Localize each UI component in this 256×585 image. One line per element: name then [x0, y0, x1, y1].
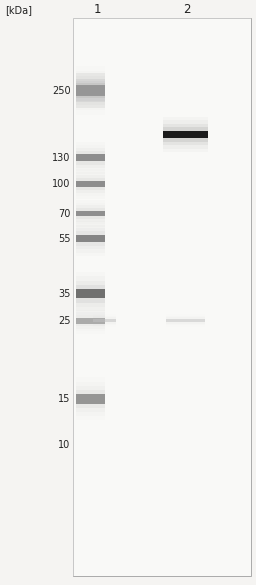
Bar [76, 84, 105, 98]
Bar [93, 316, 116, 325]
Bar [93, 314, 116, 327]
Bar [166, 314, 205, 327]
Bar [76, 232, 105, 246]
Bar [163, 130, 208, 138]
Bar [76, 381, 105, 417]
Text: 2: 2 [183, 4, 191, 16]
Bar [76, 394, 105, 404]
Bar [76, 178, 105, 190]
Text: [kDa]: [kDa] [5, 5, 32, 15]
Bar [163, 117, 208, 152]
Bar [93, 317, 116, 324]
Bar [73, 18, 251, 576]
Bar [76, 221, 105, 256]
Bar [76, 81, 105, 101]
Bar [166, 316, 205, 325]
Bar [76, 85, 105, 96]
Bar [163, 124, 208, 145]
Bar [76, 170, 105, 199]
Bar [76, 76, 105, 105]
Bar [93, 319, 116, 322]
Bar [166, 317, 205, 324]
Bar [76, 67, 105, 115]
Bar [76, 281, 105, 307]
Bar [76, 228, 105, 249]
Bar [76, 202, 105, 224]
Text: 10: 10 [58, 439, 70, 450]
Bar [76, 225, 105, 253]
Bar [76, 377, 105, 421]
Bar [76, 307, 105, 334]
Bar [76, 289, 105, 298]
Bar [76, 386, 105, 412]
Bar [76, 148, 105, 168]
Text: 15: 15 [58, 394, 70, 404]
Text: 70: 70 [58, 208, 70, 219]
Bar [76, 154, 105, 161]
Bar [76, 310, 105, 331]
Bar [76, 173, 105, 196]
Bar [76, 276, 105, 311]
Text: 35: 35 [58, 288, 70, 299]
Text: 100: 100 [52, 179, 70, 190]
Bar [76, 71, 105, 110]
Bar [76, 315, 105, 326]
Text: 130: 130 [52, 153, 70, 163]
Bar [76, 318, 105, 324]
Text: 25: 25 [58, 315, 70, 326]
Bar [163, 128, 208, 142]
Bar [76, 200, 105, 227]
Bar [76, 205, 105, 222]
Bar [76, 86, 105, 95]
Bar [76, 79, 105, 102]
Bar [76, 312, 105, 329]
Bar [163, 121, 208, 149]
Bar [166, 319, 205, 322]
Bar [76, 73, 105, 108]
Bar [76, 235, 105, 242]
Bar [76, 208, 105, 219]
Bar [76, 285, 105, 302]
Bar [76, 272, 105, 315]
Bar [76, 211, 105, 216]
Bar [73, 18, 251, 576]
Bar [76, 152, 105, 164]
Bar [76, 145, 105, 171]
Bar [76, 142, 105, 174]
Bar [76, 176, 105, 193]
Bar [76, 390, 105, 408]
Text: 250: 250 [52, 85, 70, 96]
Text: 55: 55 [58, 233, 70, 244]
Bar [76, 181, 105, 187]
Text: 1: 1 [93, 4, 101, 16]
